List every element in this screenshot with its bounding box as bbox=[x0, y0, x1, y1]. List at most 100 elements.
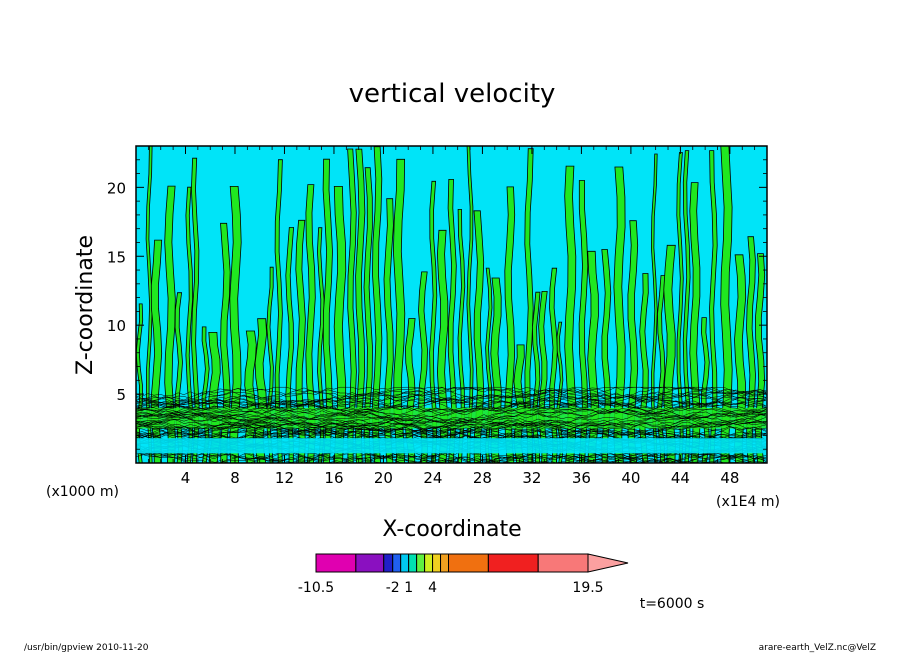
contour-line bbox=[136, 395, 767, 416]
x-tick-label: 24 bbox=[423, 469, 442, 487]
contour-line bbox=[136, 386, 767, 409]
contour-line bbox=[136, 418, 767, 437]
plume-contour bbox=[164, 185, 176, 463]
contour-line bbox=[136, 444, 767, 463]
colorbar-labels: -10.5 -2 1 4 19.5 bbox=[298, 580, 604, 596]
time-annotation: t=6000 s bbox=[640, 596, 705, 612]
plume-contour bbox=[709, 150, 718, 463]
x-tick-label: 44 bbox=[671, 469, 690, 487]
x-tick-label: 40 bbox=[621, 469, 640, 487]
plume-contour bbox=[372, 146, 383, 463]
y-axis-label: Z-coordinate bbox=[73, 235, 98, 375]
contour-line bbox=[136, 391, 767, 414]
plume-contour bbox=[201, 326, 210, 463]
footer-right: arare-earth_VelZ.nc@VelZ bbox=[759, 643, 876, 653]
contour-line bbox=[136, 387, 767, 417]
plume-contour bbox=[524, 148, 534, 463]
y-axis: 5 10 15 20 bbox=[107, 159, 767, 450]
contour-line bbox=[136, 401, 767, 431]
x-tick-label: 36 bbox=[572, 469, 591, 487]
plume-contour bbox=[316, 227, 325, 463]
plume-contour bbox=[229, 186, 242, 463]
plume-contour bbox=[676, 152, 684, 463]
x-tick-label: 32 bbox=[522, 469, 541, 487]
colorbar-extension bbox=[587, 553, 629, 573]
contour-line bbox=[136, 386, 767, 412]
plume-contour bbox=[682, 150, 691, 463]
boundary-band-low bbox=[136, 438, 767, 454]
velocity-field bbox=[136, 146, 767, 463]
plume-contour bbox=[285, 227, 295, 463]
x-tick-label: 12 bbox=[275, 469, 294, 487]
plume-contour bbox=[436, 229, 449, 463]
plume-contour bbox=[145, 146, 153, 463]
colorbar-segment bbox=[383, 553, 394, 573]
plume-contour bbox=[363, 167, 373, 463]
plume-contour bbox=[355, 148, 366, 463]
chart-title: vertical velocity bbox=[349, 79, 556, 109]
contour-line bbox=[136, 400, 767, 435]
colorbar-segment bbox=[537, 553, 589, 573]
plume-contour bbox=[322, 158, 333, 463]
contour-line bbox=[136, 422, 767, 442]
colorbar-label: 19.5 bbox=[572, 580, 603, 596]
contour-line bbox=[136, 408, 767, 441]
colorbar-segment bbox=[400, 553, 410, 573]
plume-contour bbox=[392, 158, 406, 463]
plume-contour bbox=[613, 166, 626, 463]
colorbar bbox=[315, 553, 629, 573]
colorbar-segment bbox=[487, 553, 539, 573]
colorbar-segment bbox=[408, 553, 418, 573]
contour-line bbox=[136, 401, 767, 443]
plume-contour bbox=[466, 146, 474, 463]
x-tick-label: 48 bbox=[720, 469, 739, 487]
colorbar-segment bbox=[448, 553, 489, 573]
boundary-layer bbox=[136, 386, 767, 463]
colorbar-segment bbox=[315, 553, 357, 573]
plume-contour bbox=[578, 180, 589, 463]
contour-line bbox=[136, 387, 767, 416]
colorbar-label: -10.5 bbox=[298, 580, 334, 596]
plume-contour bbox=[220, 222, 231, 463]
y-tick-label: 20 bbox=[107, 179, 126, 197]
plume-contour bbox=[333, 186, 347, 463]
x-tick-label: 4 bbox=[181, 469, 191, 487]
contour-line bbox=[136, 397, 767, 420]
x-axis-label: X-coordinate bbox=[382, 517, 521, 542]
contour-line bbox=[136, 389, 767, 418]
contour-line bbox=[136, 420, 767, 448]
plume-contour bbox=[347, 148, 357, 463]
x-tick-label: 28 bbox=[473, 469, 492, 487]
x-tick-label: 16 bbox=[324, 469, 343, 487]
plume-contour bbox=[689, 182, 701, 463]
plume-contour bbox=[185, 186, 194, 463]
colorbar-segment bbox=[432, 553, 442, 573]
x-tick-label: 20 bbox=[374, 469, 393, 487]
y-tick-label: 5 bbox=[116, 386, 126, 404]
contour-line bbox=[136, 389, 767, 418]
x-unit-right: (x1E4 m) bbox=[716, 494, 780, 510]
colorbar-label: 4 bbox=[428, 580, 437, 596]
colorbar-label: -2 bbox=[386, 580, 400, 596]
x-tick-label: 8 bbox=[230, 469, 240, 487]
y-tick-label: 15 bbox=[107, 248, 126, 266]
contour-line bbox=[136, 398, 767, 417]
colorbar-segment bbox=[440, 553, 450, 573]
colorbar-segment bbox=[392, 553, 402, 573]
y-tick-label: 10 bbox=[107, 317, 126, 335]
plume-contour bbox=[650, 153, 658, 463]
plume-contour bbox=[295, 219, 306, 463]
plot-frame bbox=[135, 145, 768, 464]
x-unit-left: (x1000 m) bbox=[46, 484, 119, 500]
colorbar-segment bbox=[424, 553, 434, 573]
contour-line bbox=[136, 413, 767, 441]
footer-left: /usr/bin/gpview 2010-11-20 bbox=[24, 643, 149, 653]
contour-line bbox=[136, 419, 767, 439]
plume-contour bbox=[447, 179, 457, 463]
plume-contour bbox=[190, 157, 200, 463]
plume-contour bbox=[473, 210, 485, 463]
colorbar-segment bbox=[355, 553, 385, 573]
plume-contour bbox=[720, 146, 733, 463]
